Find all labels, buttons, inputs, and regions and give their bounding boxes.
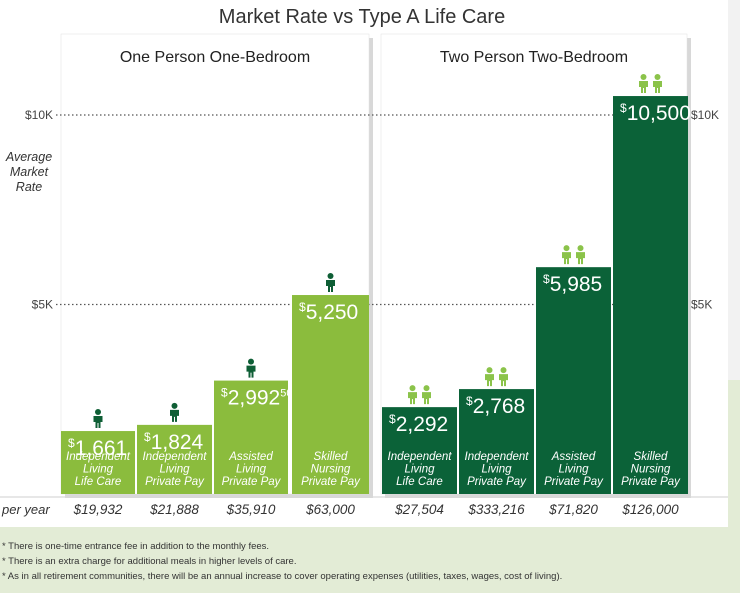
bar-value-label: $2,292 xyxy=(389,412,448,436)
bar xyxy=(292,295,369,494)
person-icon xyxy=(408,385,417,405)
two-people-icon xyxy=(639,74,662,94)
bar-value-label: $1,661 xyxy=(68,436,127,460)
annual-amount: $21,888 xyxy=(149,502,199,517)
annual-amount: $27,504 xyxy=(394,502,444,517)
bar xyxy=(382,407,457,494)
bar xyxy=(459,389,534,494)
person-icon xyxy=(562,245,571,265)
bar xyxy=(137,424,212,494)
y-axis-label: Average Market Rate xyxy=(5,150,52,194)
footnote-meals: * There is an extra charge for additiona… xyxy=(2,556,297,567)
per-year-label: per year xyxy=(1,502,50,517)
chart-title: Market Rate vs Type A Life Care xyxy=(219,6,505,28)
single-person-icon xyxy=(246,358,256,378)
y-tick-label-left: $10K xyxy=(25,108,53,122)
bar-value-label: $1,824 xyxy=(144,430,204,454)
bar-category-label: Skilled Nursing Private Pay xyxy=(621,451,681,488)
bar-value-label: $2,768 xyxy=(466,394,525,418)
bar-value-label: $2,99250 xyxy=(221,386,293,410)
y-tick-label-right: $10K xyxy=(691,108,719,122)
annual-amount: $35,910 xyxy=(226,502,276,517)
annual-amount: $333,216 xyxy=(467,502,525,517)
single-person-icon xyxy=(170,402,179,422)
y-tick-label-right: $5K xyxy=(691,298,712,312)
bar-category-label: Assisted Living Private Pay xyxy=(222,451,282,488)
person-icon xyxy=(639,74,648,94)
bar xyxy=(214,380,288,494)
two-people-icon xyxy=(562,245,585,265)
bar xyxy=(613,96,688,495)
two-people-icon xyxy=(485,367,508,387)
panel-title: Two Person Two-Bedroom xyxy=(440,49,628,66)
bar xyxy=(536,267,611,494)
annual-amount: $126,000 xyxy=(621,502,679,517)
person-icon xyxy=(422,385,431,405)
two-people-icon xyxy=(408,385,431,405)
bar-category-label: Independent Living Private Pay xyxy=(465,451,530,488)
market-rate-chart: Market Rate vs Type A Life Care One Perso… xyxy=(0,0,728,527)
single-person-icon xyxy=(326,273,335,293)
person-icon xyxy=(485,367,494,387)
bar-value-label: $5,985 xyxy=(543,272,602,296)
footnote-entrance-fee: * There is one-time entrance fee in addi… xyxy=(2,541,270,552)
footnote-annual-increase: * As in all retirement communities, ther… xyxy=(2,571,563,582)
person-icon xyxy=(653,74,662,94)
bar-value-label: $10,500 xyxy=(620,101,691,125)
person-icon xyxy=(576,245,585,265)
panel-title: One Person One-Bedroom xyxy=(120,49,310,66)
annual-amount: $19,932 xyxy=(73,502,123,517)
bar-category-label: Independent Living Life Care xyxy=(66,451,131,488)
footnotes: * There is one-time entrance fee in addi… xyxy=(2,539,562,584)
annual-amount: $63,000 xyxy=(305,502,355,517)
single-person-icon xyxy=(93,409,103,429)
person-icon xyxy=(499,367,508,387)
bar xyxy=(61,431,135,494)
bar-category-label: Independent Living Life Care xyxy=(388,451,453,488)
y-tick-label-left: $5K xyxy=(32,298,53,312)
bar-value-label: $5,250 xyxy=(299,300,358,324)
bar-category-label: Assisted Living Private Pay xyxy=(544,451,604,488)
annual-amount: $71,820 xyxy=(548,502,598,517)
bar-category-label: Skilled Nursing Private Pay xyxy=(301,451,361,488)
bar-category-label: Independent Living Private Pay xyxy=(143,451,208,488)
